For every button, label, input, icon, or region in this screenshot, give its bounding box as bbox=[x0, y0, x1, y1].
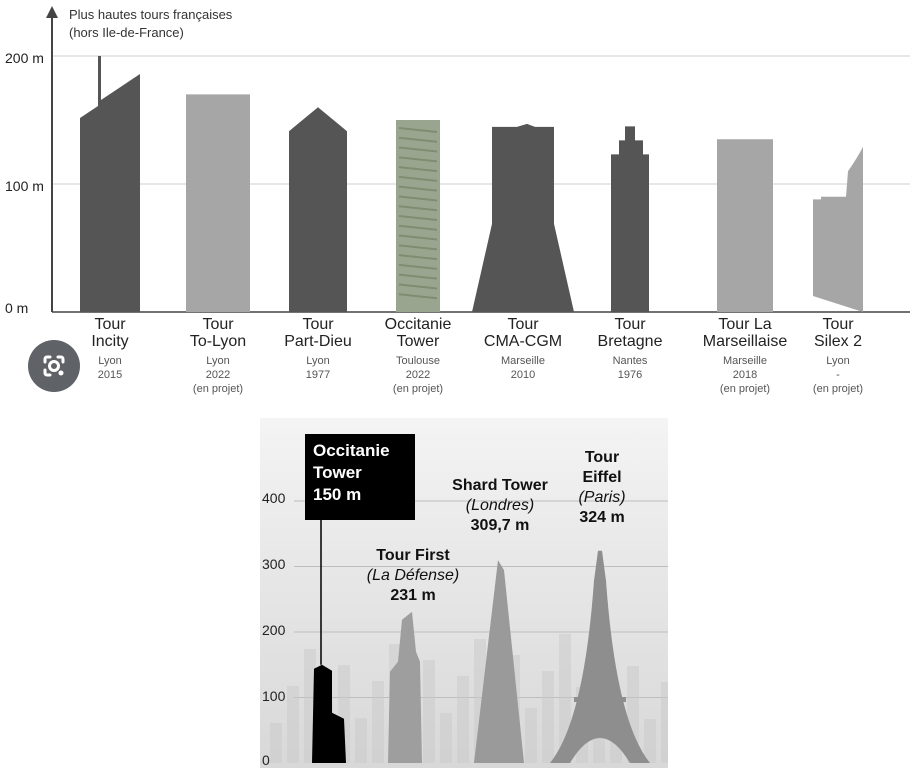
y-tick-100: 100 m bbox=[5, 178, 44, 194]
tower-label: Tour Incity Lyon 2015 bbox=[55, 316, 165, 382]
background-building bbox=[525, 708, 537, 763]
tour-first-place: (La Défense) bbox=[366, 567, 460, 584]
occitanie-texture-line bbox=[398, 205, 438, 212]
occitanie-texture-line bbox=[398, 146, 438, 153]
bar-tour-bretagne bbox=[611, 126, 649, 313]
tower-name: Tour To-Lyon bbox=[189, 316, 247, 350]
tower-label: Tour La Marseillaise Marseille 2018 (en p… bbox=[690, 316, 800, 396]
tower-details: Lyon - (en projet) bbox=[812, 354, 864, 396]
tour-first-height: 231 m bbox=[390, 587, 436, 604]
french-towers-chart: Plus hautes tours françaises (hors Ile-d… bbox=[5, 6, 910, 396]
bar-tour-silex-2 bbox=[813, 146, 863, 312]
tower-details: Lyon 2015 bbox=[97, 354, 123, 381]
french-towers-plot bbox=[46, 6, 910, 313]
tower-comparison-chart: 400 300 200 100 0 Occitanie Tower 150 m … bbox=[260, 418, 668, 768]
bar-occitanie-tower bbox=[312, 664, 346, 763]
tower-label: Occitanie Tower Toulouse 2022 (en projet) bbox=[363, 316, 473, 396]
background-building bbox=[372, 681, 384, 763]
tower-details: Lyon 2022 (en projet) bbox=[192, 354, 244, 396]
occitanie-texture-line bbox=[398, 175, 438, 182]
tower-label: Tour Bretagne Nantes 1976 bbox=[575, 316, 685, 382]
occitanie-texture-line bbox=[398, 293, 438, 300]
occitanie-texture-line bbox=[398, 234, 438, 241]
occitanie-texture-line bbox=[398, 215, 438, 221]
background-building bbox=[287, 686, 299, 763]
occitanie-texture-line bbox=[398, 254, 438, 261]
occitanie-height: 150 m bbox=[313, 485, 362, 505]
occitanie-texture-line bbox=[398, 283, 438, 290]
tower-label: Tour To-Lyon Lyon 2022 (en projet) bbox=[163, 316, 273, 396]
tower-comparison-plot bbox=[270, 500, 668, 763]
occitanie-texture-line bbox=[398, 224, 438, 231]
occitanie-texture-line bbox=[398, 195, 438, 202]
tour-first-name: Tour First bbox=[376, 547, 450, 564]
tower-name: Occitanie Tower bbox=[384, 316, 452, 350]
tower-name: Tour Silex 2 bbox=[813, 316, 863, 350]
background-building bbox=[661, 682, 668, 763]
eiffel-first-platform bbox=[574, 697, 626, 702]
tower-details: Marseille 2018 (en projet) bbox=[719, 354, 771, 396]
background-building bbox=[542, 671, 554, 763]
y-tick-100: 100 bbox=[262, 688, 286, 704]
y-tick-300: 300 bbox=[262, 556, 286, 572]
shard-height: 309,7 m bbox=[470, 517, 530, 534]
tower-name: Tour Incity bbox=[91, 316, 129, 350]
background-building bbox=[423, 660, 435, 763]
bar-tour-cma-cgm bbox=[472, 123, 574, 312]
y-tick-0: 0 bbox=[262, 752, 270, 768]
shard-name: Shard Tower bbox=[452, 477, 548, 494]
occitanie-name: Occitanie Tower bbox=[313, 441, 390, 483]
shard-label: Shard Tower (Londres) 309,7 m bbox=[438, 476, 562, 536]
occitanie-label-box: Occitanie Tower 150 m bbox=[305, 434, 415, 520]
occitanie-texture-line bbox=[398, 166, 438, 173]
eiffel-second-platform bbox=[586, 678, 614, 683]
bar-tour-to-lyon bbox=[186, 94, 250, 313]
bar-tour-la-marseillaise bbox=[717, 139, 773, 312]
eiffel-label: Tour Eiffel (Paris) 324 m bbox=[560, 448, 644, 528]
y-tick-0: 0 m bbox=[5, 300, 29, 316]
tower-details: Lyon 1977 bbox=[305, 354, 331, 381]
tower-name: Tour CMA-CGM bbox=[483, 316, 563, 350]
google-lens-icon[interactable] bbox=[28, 340, 80, 392]
eiffel-place: (Paris) bbox=[578, 489, 626, 506]
bar-tour-first bbox=[388, 611, 422, 763]
y-axis-arrow bbox=[46, 6, 58, 18]
eiffel-name: Tour Eiffel bbox=[582, 449, 622, 486]
occitanie-texture-line bbox=[398, 263, 438, 270]
chart-title: Plus hautes tours françaises (hors Ile-d… bbox=[69, 7, 233, 40]
y-tick-200: 200 bbox=[262, 622, 286, 638]
tower-label: Tour Part-Dieu Lyon 1977 bbox=[263, 316, 373, 382]
y-tick-400: 400 bbox=[262, 490, 286, 506]
tower-name: Tour La Marseillaise bbox=[702, 316, 788, 350]
tour-first-label: Tour First (La Défense) 231 m bbox=[358, 546, 468, 606]
bar-tour-incity bbox=[80, 56, 140, 312]
occitanie-texture-line bbox=[398, 185, 438, 192]
tower-name: Tour Part-Dieu bbox=[284, 316, 352, 350]
background-building bbox=[355, 718, 367, 763]
shard-place: (Londres) bbox=[465, 497, 535, 514]
bar-tour-part-dieu bbox=[289, 107, 347, 312]
occitanie-texture-line bbox=[398, 273, 438, 280]
background-building bbox=[440, 713, 452, 763]
occitanie-texture-line bbox=[398, 127, 438, 133]
bar-shard-tower bbox=[474, 560, 524, 763]
tower-name: Tour Bretagne bbox=[597, 316, 663, 350]
occitanie-texture-line bbox=[398, 244, 438, 251]
bar-tour-eiffel bbox=[550, 550, 650, 763]
background-building bbox=[270, 723, 282, 763]
background-building bbox=[457, 676, 469, 763]
y-tick-200: 200 m bbox=[5, 50, 44, 66]
occitanie-texture-line bbox=[398, 156, 438, 163]
eiffel-height: 324 m bbox=[579, 509, 625, 526]
occitanie-texture-line bbox=[398, 136, 438, 143]
tower-details: Marseille 2010 bbox=[500, 354, 545, 381]
tower-details: Toulouse 2022 (en projet) bbox=[392, 354, 444, 396]
tower-label: Tour CMA-CGM Marseille 2010 bbox=[468, 316, 578, 382]
tower-label: Tour Silex 2 Lyon - (en projet) bbox=[783, 316, 893, 396]
background-building bbox=[644, 719, 656, 763]
tower-details: Nantes 1976 bbox=[612, 354, 648, 381]
